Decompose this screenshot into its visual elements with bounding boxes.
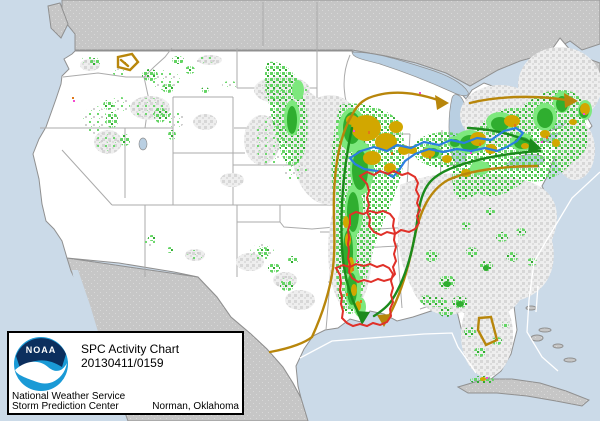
orange-west-outlook-line [268, 91, 440, 354]
arrowhead-southeast-icon [528, 138, 542, 152]
product-title: SPC Activity Chart [81, 342, 180, 356]
orange-northeast-line [468, 95, 568, 105]
product-datetime: 20130411/0159 [81, 356, 164, 370]
arrowhead-east-icon [435, 95, 449, 110]
marine-zone-boundaries [299, 171, 600, 374]
mesoscale-area-washington [116, 52, 140, 72]
noaa-logo: NOAA [14, 337, 68, 391]
agency-location: Norman, Oklahoma [152, 401, 239, 412]
tornado-watch-outlines [334, 169, 422, 328]
bahamas-island [552, 343, 564, 349]
severe-thunderstorm-watch-outline [348, 126, 525, 179]
bahamas-island [525, 305, 537, 311]
radar-orange-specks [72, 62, 548, 303]
tornado-watch-south [334, 262, 395, 328]
agency-line1: National Weather Service [12, 391, 126, 402]
cuba [456, 378, 590, 407]
orange-arrowheads [377, 93, 578, 327]
canada [61, 0, 600, 87]
noaa-logo-label: NOAA [26, 345, 57, 355]
outlook-lines-orange [116, 52, 568, 354]
bahamas-island [538, 327, 552, 333]
lake-superior [351, 51, 469, 97]
bahamas-island [563, 357, 577, 363]
agency-line2: Storm Prediction Center [12, 401, 119, 412]
green-west-line [340, 126, 360, 314]
arrowhead-south-icon [356, 311, 370, 325]
arrowhead-south-icon [377, 314, 391, 327]
orange-east-outlook-arc [388, 164, 539, 316]
mesoscale-area-florida [476, 315, 499, 347]
arrowhead-east-icon [564, 93, 578, 108]
product-id-box: NOAA SPC Activity Chart 20130411/0159 Na… [7, 331, 244, 415]
vancouver-island [47, 2, 69, 39]
great-salt-lake [138, 137, 148, 151]
bahamas-island [530, 334, 544, 342]
green-arrowheads [356, 138, 542, 325]
